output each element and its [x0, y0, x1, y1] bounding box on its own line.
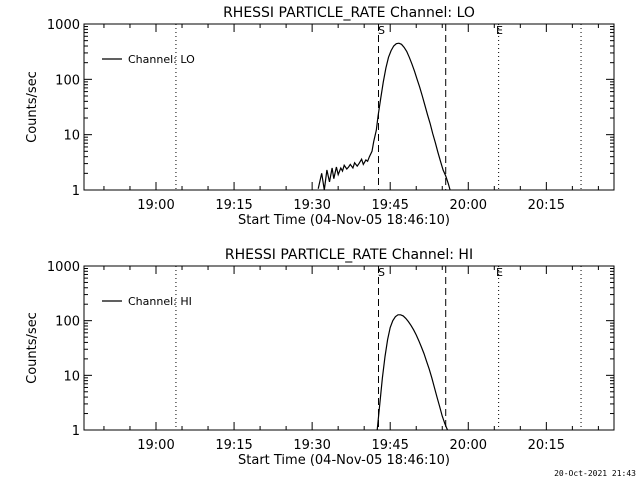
- x-tick-label: 19:00: [137, 438, 174, 453]
- y-axis-label: Counts/sec: [25, 312, 40, 384]
- x-tick-label: 19:45: [371, 198, 408, 213]
- plot-frame: [83, 23, 615, 191]
- y-tick-label: 100: [55, 73, 80, 88]
- y-tick-label: 1: [72, 424, 80, 439]
- x-axis-label: Start Time (04-Nov-05 18:46:10): [238, 453, 450, 468]
- x-axis-label: Start Time (04-Nov-05 18:46:10): [238, 213, 450, 228]
- x-tick-label: 20:00: [450, 198, 487, 213]
- legend-entry: Channel: LO: [128, 53, 195, 66]
- x-tick-label: 20:00: [450, 438, 487, 453]
- marker-label: E: [496, 24, 503, 37]
- series-line: [376, 314, 449, 431]
- y-tick-label: 10: [63, 129, 80, 144]
- y-axis-label: Counts/sec: [25, 71, 40, 143]
- legend-entry: Channel: HI: [128, 295, 192, 308]
- y-tick-label: 100: [55, 315, 80, 330]
- marker-label: E: [496, 266, 503, 279]
- x-tick-label: 20:15: [528, 438, 565, 453]
- chart-title: RHESSI PARTICLE_RATE Channel: HI: [225, 247, 473, 263]
- x-tick-label: 19:30: [293, 438, 330, 453]
- y-tick-label: 1: [72, 184, 80, 199]
- x-tick-label: 19:00: [137, 198, 174, 213]
- x-tick-label: 19:15: [215, 438, 252, 453]
- panel-hi: RHESSI PARTICLE_RATE Channel: HI 1 10 100 10…: [25, 247, 615, 468]
- y-tick-label: 10: [63, 369, 80, 384]
- x-tick-label: 20:15: [528, 198, 565, 213]
- series-line: [317, 42, 451, 191]
- plot-frame: [83, 265, 615, 431]
- panel-lo: RHESSI PARTICLE_RATE Channel: LO 1 10 100 10…: [25, 5, 615, 228]
- marker-label: S: [378, 266, 385, 279]
- y-tick-label: 1000: [47, 18, 80, 33]
- chart-title: RHESSI PARTICLE_RATE Channel: LO: [223, 5, 475, 21]
- x-tick-label: 19:30: [293, 198, 330, 213]
- marker-label: S: [378, 24, 385, 37]
- x-tick-label: 19:45: [371, 438, 408, 453]
- generated-timestamp: 20-Oct-2021 21:43: [554, 469, 636, 478]
- y-tick-label: 1000: [47, 260, 80, 275]
- x-tick-label: 19:15: [215, 198, 252, 213]
